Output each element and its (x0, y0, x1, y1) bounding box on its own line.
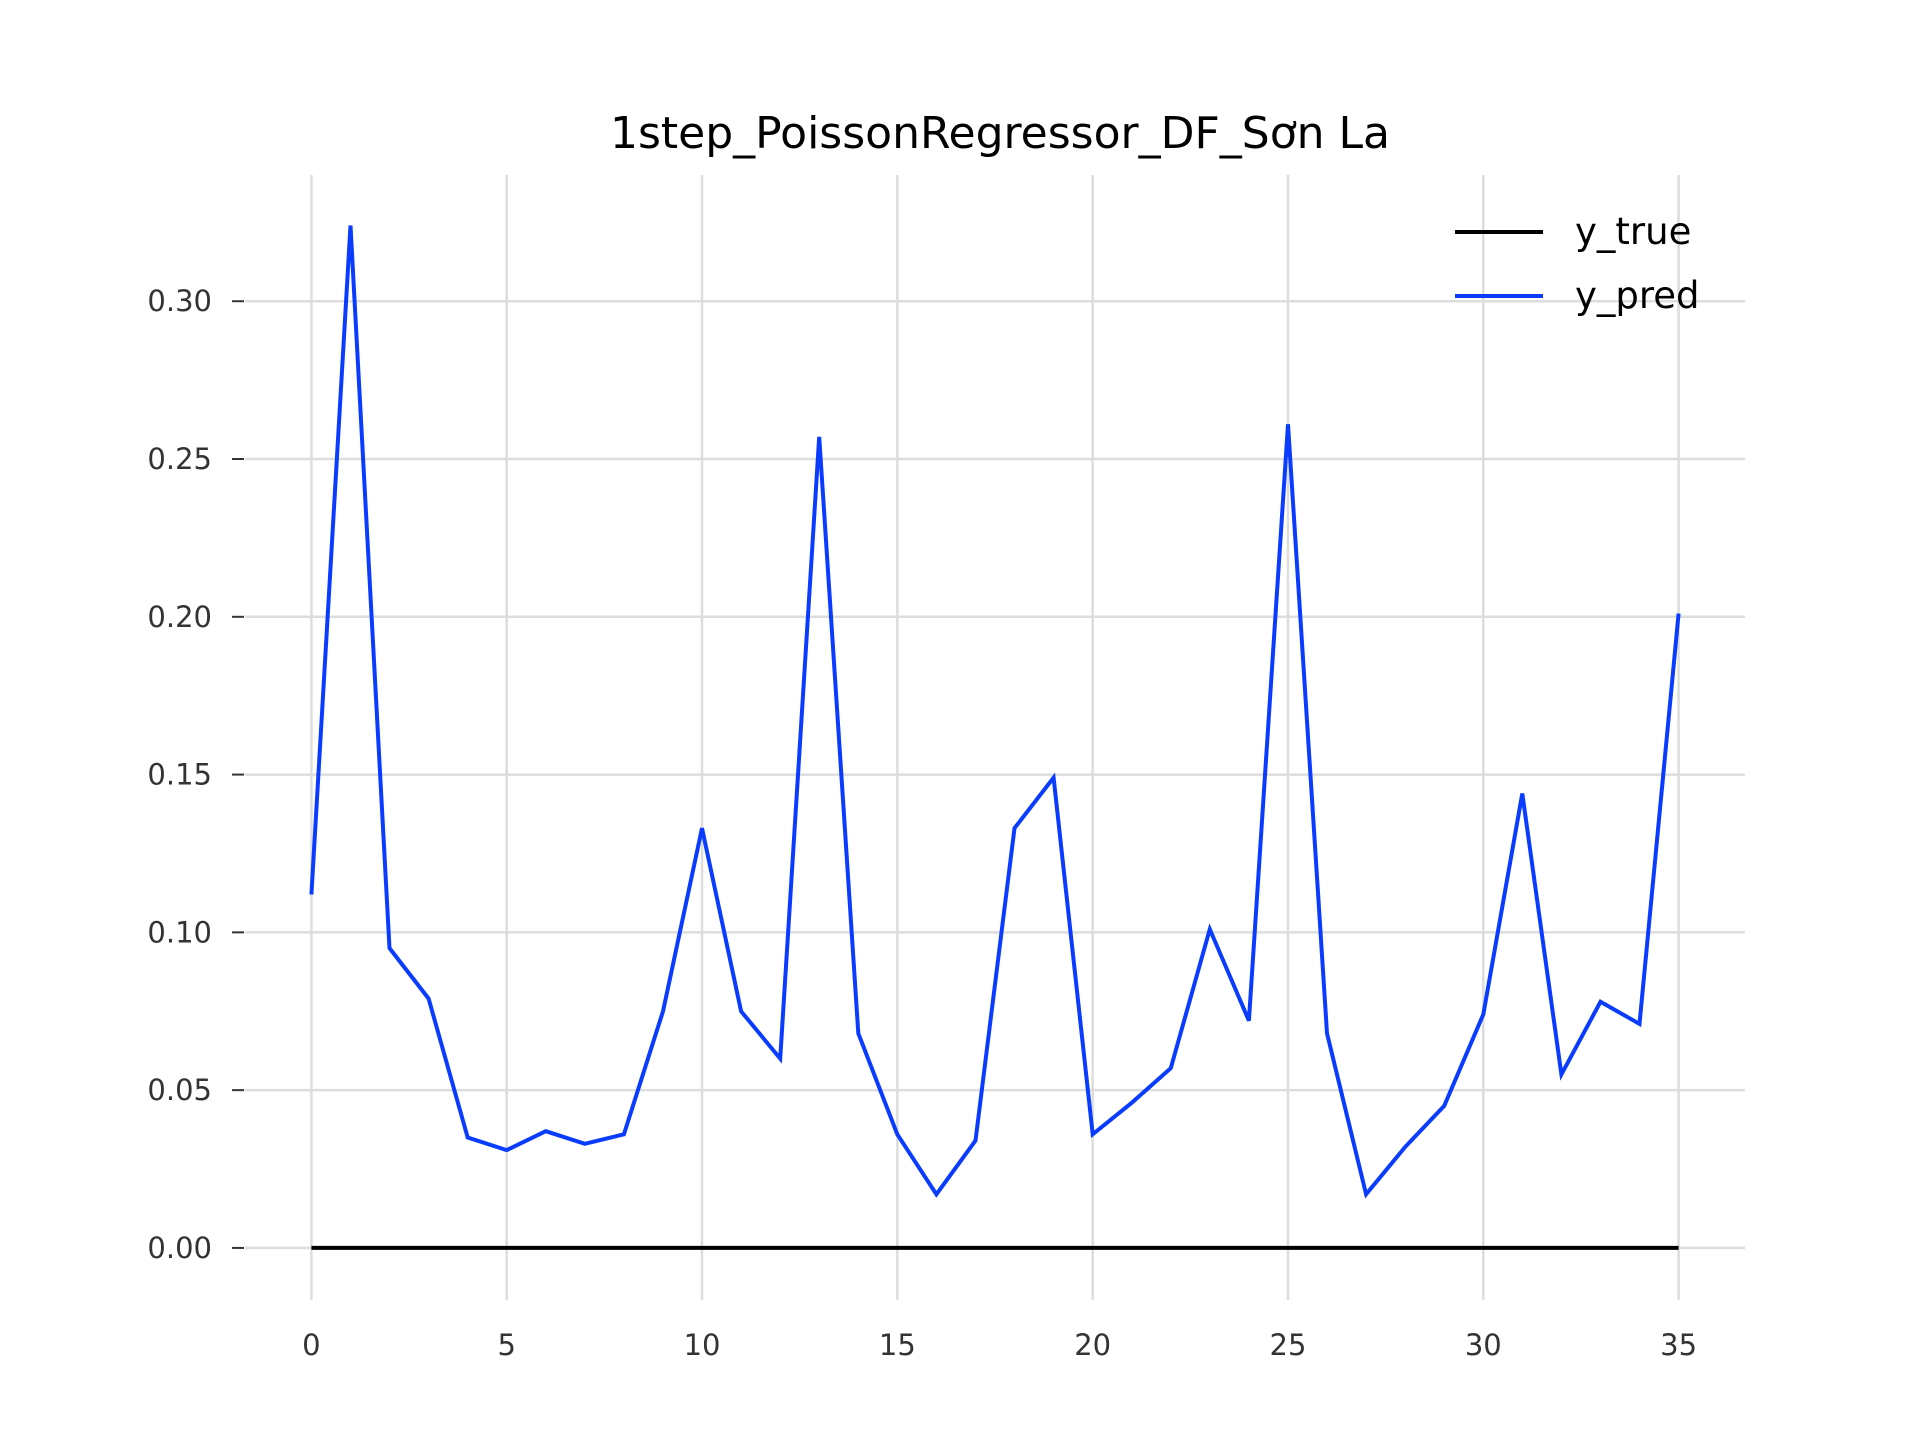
legend-label-y-true: y_true (1575, 210, 1691, 253)
y-tick-label: 0.00 (147, 1231, 212, 1265)
x-tick-label: 0 (302, 1328, 320, 1362)
series-line-y-pred (309, 225, 1681, 1199)
y-tick-label: 0.20 (147, 600, 212, 634)
series-lines (309, 225, 1681, 1250)
chart-title: 1step_PoissonRegressor_DF_Sơn La (610, 108, 1390, 159)
x-tick-label: 35 (1660, 1328, 1697, 1362)
legend: y_true y_pred (1455, 210, 1700, 317)
x-tick-label: 10 (684, 1328, 721, 1362)
axis-ticks: 0 5 10 15 20 25 30 35 0.00 0.05 0.10 0.15 0.20 0.25 0.… (147, 284, 1697, 1362)
x-tick-label: 20 (1074, 1328, 1111, 1362)
x-tick-label: 30 (1465, 1328, 1502, 1362)
legend-label-y-pred: y_pred (1575, 274, 1700, 317)
y-tick-label: 0.05 (147, 1073, 212, 1107)
x-tick-label: 15 (879, 1328, 916, 1362)
y-tick-label: 0.30 (147, 284, 212, 318)
x-tick-label: 25 (1270, 1328, 1307, 1362)
y-tick-label: 0.10 (147, 915, 212, 949)
y-tick-label: 0.15 (147, 758, 212, 792)
grid (245, 175, 1745, 1300)
x-tick-label: 5 (497, 1328, 515, 1362)
y-tick-label: 0.25 (147, 442, 212, 476)
